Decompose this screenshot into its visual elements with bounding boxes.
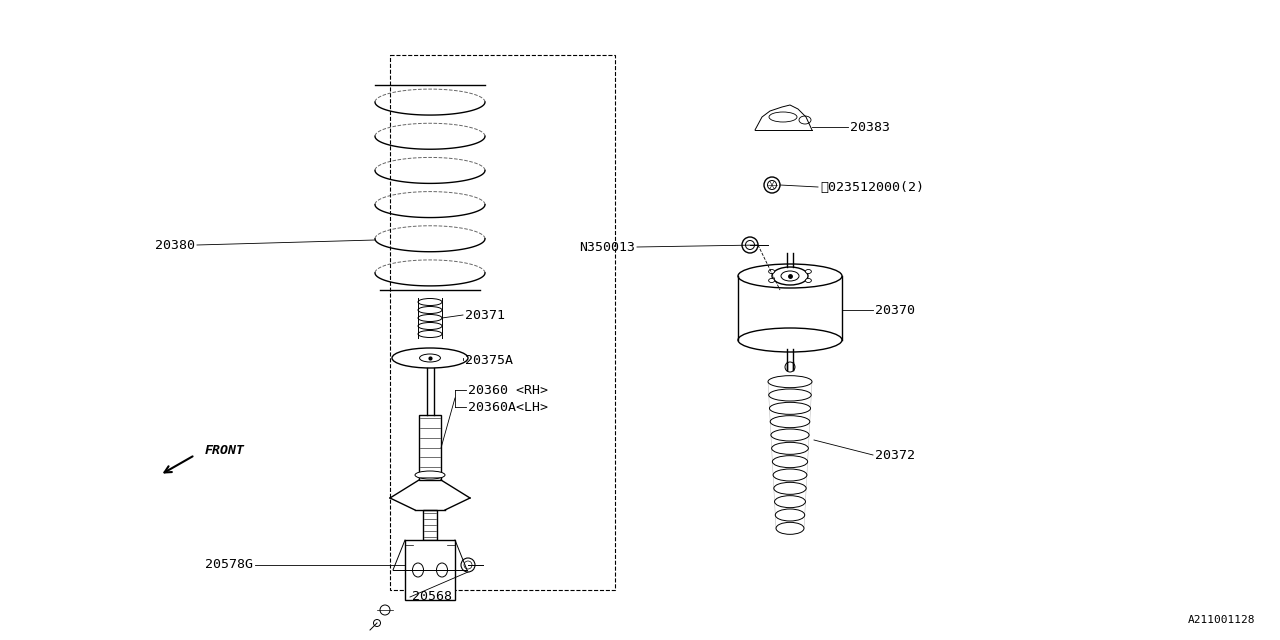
Ellipse shape [374,620,380,627]
Ellipse shape [799,116,812,124]
Bar [419,415,442,480]
Ellipse shape [768,278,774,282]
Text: 20372: 20372 [876,449,915,461]
Ellipse shape [412,563,424,577]
Text: 20360 <RH>: 20360 <RH> [468,383,548,397]
Ellipse shape [776,522,804,534]
Bar [390,55,614,590]
Ellipse shape [461,558,475,572]
Ellipse shape [436,563,448,577]
Text: 20578G: 20578G [205,559,253,572]
Ellipse shape [773,469,806,481]
Ellipse shape [805,278,812,282]
Ellipse shape [769,389,812,401]
Text: 20380: 20380 [155,239,195,252]
Ellipse shape [768,269,774,273]
Ellipse shape [419,330,442,337]
Text: N350013: N350013 [579,241,635,253]
Ellipse shape [420,354,440,362]
Ellipse shape [768,180,777,189]
Ellipse shape [774,495,805,508]
Text: 20375A: 20375A [465,353,513,367]
Text: 20568: 20568 [412,591,452,604]
Ellipse shape [771,429,809,441]
Ellipse shape [774,483,806,494]
Text: 20383: 20383 [850,120,890,134]
Ellipse shape [772,442,809,454]
Ellipse shape [742,237,758,253]
Ellipse shape [419,323,442,330]
Text: Ⓝ023512000(2): Ⓝ023512000(2) [820,180,924,193]
Ellipse shape [769,112,797,122]
Text: A211001128: A211001128 [1188,615,1254,625]
Ellipse shape [745,241,754,250]
Ellipse shape [772,456,808,468]
Ellipse shape [392,348,468,368]
Text: FRONT: FRONT [205,444,244,456]
Bar [422,510,436,540]
Ellipse shape [419,314,442,321]
Ellipse shape [771,415,810,428]
Ellipse shape [768,376,812,388]
Ellipse shape [805,269,812,273]
Text: 20371: 20371 [465,308,506,321]
Ellipse shape [380,605,390,615]
Ellipse shape [769,403,810,414]
Text: 20360A<LH>: 20360A<LH> [468,401,548,413]
Ellipse shape [419,307,442,314]
Ellipse shape [739,264,842,288]
Ellipse shape [781,271,799,281]
Ellipse shape [764,177,780,193]
Ellipse shape [785,362,795,372]
Ellipse shape [772,267,808,285]
Bar [404,540,454,600]
Text: 20370: 20370 [876,303,915,317]
Ellipse shape [415,471,445,479]
Ellipse shape [739,328,842,352]
Ellipse shape [465,561,472,569]
Ellipse shape [776,509,805,521]
Ellipse shape [419,298,442,305]
